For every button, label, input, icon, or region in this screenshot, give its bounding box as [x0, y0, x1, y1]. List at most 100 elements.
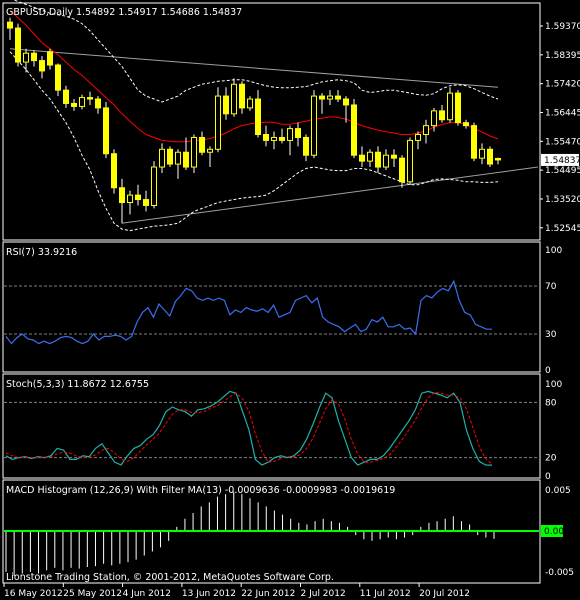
price-panel-frame: [2, 2, 541, 241]
candle-body: [351, 104, 357, 156]
candle: [143, 190, 149, 212]
candle-body: [15, 27, 21, 63]
x-axis: 16 May 2012 25 May 2012 4 Jun 2012 13 Jun 2…: [3, 583, 470, 599]
candle: [55, 63, 61, 97]
candle-body: [71, 102, 77, 107]
candle-body: [63, 89, 69, 104]
candle: [327, 90, 333, 105]
candle-body: [295, 128, 301, 138]
moving-average-line: [9, 9, 499, 143]
price-tick-label: 1.58395: [545, 51, 580, 61]
candle-body: [279, 136, 285, 141]
candle-body: [255, 98, 261, 136]
rsi-tick-label: 100: [545, 246, 562, 256]
candle: [255, 90, 261, 138]
candle: [487, 146, 493, 168]
candle-body: [399, 157, 405, 183]
candle-body: [159, 148, 165, 168]
stoch-panel-frame: [2, 373, 541, 479]
candle-body: [47, 51, 53, 66]
candle-body: [303, 136, 309, 156]
stoch-y-axis: 100 80 20 0: [545, 380, 562, 482]
candle-body: [39, 60, 45, 72]
candle: [223, 87, 229, 120]
stoch-panel: [4, 390, 539, 466]
candle-body: [431, 110, 437, 127]
macd-tick-label: 0.00: [544, 527, 564, 537]
candle-body: [367, 151, 373, 162]
candle: [103, 101, 109, 159]
price-tick-label: 1.56445: [545, 108, 580, 118]
candle: [79, 94, 85, 110]
candle-body: [231, 83, 237, 115]
candle: [63, 85, 69, 108]
stoch-tick-label: 100: [545, 380, 562, 390]
candle: [287, 125, 293, 156]
candle-body: [79, 97, 85, 107]
candle-body: [343, 98, 349, 106]
candle-body: [287, 128, 293, 141]
candle: [199, 131, 205, 156]
upper-band-line: [12, 0, 499, 103]
candle-body: [487, 148, 493, 165]
rsi-panel-frame: [2, 241, 541, 373]
price-tick-label: 1.59370: [545, 22, 580, 32]
candle: [231, 78, 237, 117]
candle: [31, 50, 37, 67]
candle: [383, 149, 389, 170]
candle-body: [239, 83, 245, 109]
x-tick-label: 11 Jul 2012: [360, 589, 411, 599]
candle: [127, 190, 133, 215]
candle-body: [327, 95, 333, 100]
candle: [343, 96, 349, 123]
x-tick-label: 20 Jul 2012: [419, 589, 470, 599]
candle: [319, 93, 325, 114]
x-tick-label: 16 May 2012: [4, 589, 63, 599]
candle: [295, 122, 301, 147]
macd-panel-frame: [2, 479, 541, 584]
candle: [415, 131, 421, 150]
price-tick-label: 1.53520: [545, 195, 580, 205]
candle: [239, 81, 245, 114]
stoch-header: Stoch(5,3,3) 11.8672 12.6755: [6, 379, 149, 390]
candle-body: [335, 95, 341, 100]
price-tick-label: 1.52545: [545, 224, 580, 234]
copyright-text: Lionstone Trading Station, © 2001-2012, …: [6, 572, 334, 583]
candle: [175, 149, 181, 179]
candle: [87, 91, 93, 105]
rsi-line: [5, 279, 492, 345]
candle: [23, 48, 29, 73]
price-tick-label: 1.57420: [545, 80, 580, 90]
candle-body: [119, 187, 125, 204]
candle-body: [319, 95, 325, 100]
candle-body: [247, 98, 253, 109]
candle-body: [263, 134, 269, 141]
stoch-main-line: [5, 390, 493, 466]
candle-body: [359, 154, 365, 162]
candle: [247, 96, 253, 111]
candle-body: [423, 125, 429, 136]
candle-body: [135, 194, 141, 201]
rsi-y-axis: 100 70 30 0: [545, 246, 562, 376]
candle: [455, 90, 461, 126]
macd-zero-box: [541, 525, 563, 537]
x-tick-label: 25 May 2012: [63, 589, 122, 599]
candle-body: [87, 97, 93, 100]
candle: [183, 137, 189, 170]
candle: [15, 23, 21, 67]
candle-body: [23, 52, 29, 63]
candle-body: [215, 95, 221, 150]
stoch-tick-label: 0: [545, 472, 551, 482]
candle: [159, 143, 165, 173]
stoch-tick-label: 80: [545, 398, 557, 408]
rsi-panel: [4, 279, 539, 345]
candle-body: [311, 95, 317, 156]
x-tick-label: 22 Jun 2012: [241, 589, 295, 599]
candle: [167, 146, 173, 168]
candle: [119, 178, 125, 224]
rsi-tick-label: 0: [545, 366, 551, 376]
macd-tick-label: -0.005: [545, 568, 574, 578]
candle: [271, 131, 277, 150]
candle-body: [7, 21, 13, 29]
candle: [47, 48, 53, 70]
